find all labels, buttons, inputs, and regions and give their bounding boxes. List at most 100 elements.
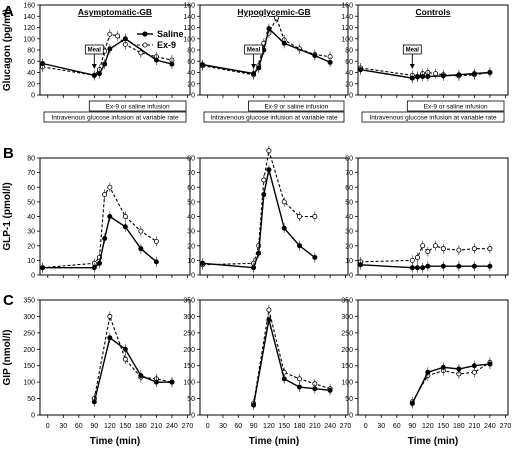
x-tick-label: 150	[120, 423, 132, 430]
saline-point	[471, 263, 477, 269]
y-tick-label: 70	[187, 170, 195, 177]
saline-point	[409, 400, 415, 406]
y-tick-label: 0	[31, 413, 35, 420]
saline-point	[256, 250, 262, 256]
legend-saline-marker	[142, 31, 148, 37]
saline-point	[425, 369, 431, 375]
saline-point	[456, 366, 462, 372]
y-tick-label: 150	[341, 363, 353, 370]
saline-point	[425, 73, 431, 79]
plot-frame	[357, 4, 509, 96]
saline-point	[261, 192, 267, 198]
x-tick-label: 150	[278, 423, 290, 430]
y-tick-label: 40	[27, 70, 35, 77]
y-tick-label: 140	[183, 14, 195, 21]
saline-point	[40, 61, 46, 67]
ex9-point	[471, 246, 477, 252]
ex9-point	[122, 356, 128, 362]
ex9-point	[297, 376, 303, 382]
y-tick-label: 20	[27, 243, 35, 250]
saline-point	[122, 36, 128, 42]
ex9-line	[411, 361, 491, 403]
ex9-line	[253, 309, 331, 404]
glucose-infusion-label: Intravenous glucose infusion at variable…	[51, 115, 179, 122]
x-tick-label: 270	[340, 423, 352, 430]
y-tick-label: 250	[341, 330, 353, 337]
x-tick-label: 60	[75, 423, 83, 430]
saline-point	[102, 235, 108, 241]
y-axis-label: Glucagon (pg/ml)	[2, 9, 13, 91]
y-tick-label: 350	[23, 298, 35, 305]
subplot-a-2: 0 20 40 60 80 100 120 140 160 Hypoglycemic-GB Meal…	[183, 3, 349, 123]
x-tick-label: 150	[438, 423, 450, 430]
y-tick-label: 60	[187, 59, 195, 66]
ex9-line	[202, 16, 331, 76]
ex9-point	[138, 228, 144, 234]
glucose-infusion-box	[43, 111, 187, 123]
y-tick-label: 60	[27, 59, 35, 66]
saline-line	[360, 68, 490, 79]
saline-point	[471, 363, 477, 369]
saline-point	[138, 373, 144, 379]
ex9-point	[107, 313, 113, 319]
y-tick-label: 0	[349, 413, 353, 420]
y-tick-label: 0	[191, 413, 195, 420]
y-tick-label: 50	[27, 199, 35, 206]
x-tick-label: 240	[484, 423, 496, 430]
saline-point	[91, 265, 97, 271]
y-tick-label: 160	[183, 3, 195, 10]
saline-point	[327, 387, 333, 393]
glucose-infusion-box	[361, 111, 505, 123]
y-tick-label: 200	[341, 347, 353, 354]
y-tick-label: 300	[341, 314, 353, 321]
y-tick-label: 120	[23, 25, 35, 32]
subplot-title: Asymptomatic-GB	[78, 7, 152, 17]
y-tick-label: 40	[345, 70, 353, 77]
x-tick-label: 210	[469, 423, 481, 430]
saline-point	[425, 263, 431, 269]
infusion-box	[248, 100, 345, 112]
meal-label: Meal	[247, 48, 261, 54]
saline-point	[297, 384, 303, 390]
y-tick-label: 80	[345, 48, 353, 55]
y-tick-label: 80	[187, 48, 195, 55]
ex9-point	[102, 192, 108, 198]
subplot-a-1: 0 20 40 60 80 100 120 140 160 Glucagon (pg/ml) Asy…	[2, 3, 191, 123]
meal-arrowhead	[91, 64, 97, 69]
ex9-point	[115, 33, 121, 39]
x-tick-label: 270	[182, 423, 194, 430]
ex9-point	[266, 148, 272, 154]
y-tick-label: 300	[23, 314, 35, 321]
y-axis-label: GLP-1 (pmol/l)	[2, 182, 13, 250]
y-tick-label: 70	[345, 170, 353, 177]
y-tick-label: 300	[183, 314, 195, 321]
x-axis-label: Time (min)	[249, 436, 299, 447]
y-tick-label: 10	[27, 258, 35, 265]
ex9-point	[433, 243, 439, 249]
saline-point	[200, 260, 206, 266]
saline-point	[96, 71, 102, 77]
x-tick-label: 210	[151, 423, 163, 430]
saline-point	[153, 57, 159, 63]
saline-point	[487, 263, 493, 269]
x-tick-label: 180	[294, 423, 306, 430]
ex9-point	[297, 213, 303, 219]
x-tick-label: 30	[377, 423, 385, 430]
y-tick-label: 70	[27, 170, 35, 177]
infusion-label: Ex-9 or saline infusion	[106, 104, 170, 111]
ex9-point	[414, 254, 420, 260]
x-axis-label: Time (min)	[90, 436, 140, 447]
y-tick-label: 0	[31, 273, 35, 280]
subplot-title: Hypoglycemic-GB	[237, 7, 310, 17]
ex9-point	[274, 15, 280, 21]
meal-arrowhead	[409, 64, 415, 69]
subplot-title: Controls	[416, 7, 451, 17]
saline-point	[327, 59, 333, 65]
x-tick-label: 0	[206, 423, 210, 430]
plot-frame	[357, 157, 509, 276]
saline-point	[420, 265, 426, 271]
ex9-point	[440, 246, 446, 252]
ex9-point	[107, 184, 113, 190]
